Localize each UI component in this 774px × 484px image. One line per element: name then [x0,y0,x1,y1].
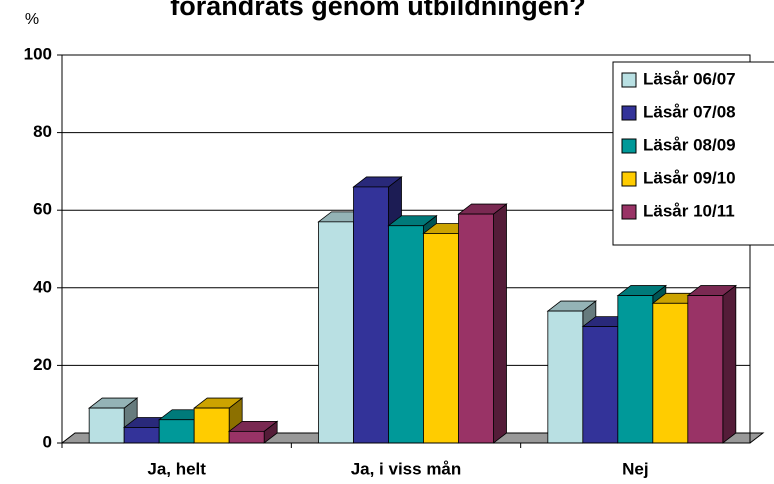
legend: Läsår 06/07 Läsår 07/08 Läsår 08/09 Läsår 0… [612,61,774,246]
legend-label: Läsår 08/09 [643,135,736,154]
legend-label: Läsår 06/07 [643,69,736,88]
legend-label: Läsår 07/08 [643,102,736,121]
y-tick-label: 60 [33,200,52,219]
bar [547,310,584,444]
chart-title: förändrats genom utbildningen? [170,0,585,21]
x-tick-label: Ja, helt [147,459,206,478]
bar [228,430,265,444]
bar [687,295,724,444]
bar [158,419,195,444]
bar [193,407,230,444]
bar [353,186,389,444]
bar [88,407,125,444]
y-tick-label: 0 [43,432,52,451]
plot-area [60,54,765,444]
y-axis-label: % [25,11,39,28]
bar [388,225,424,444]
y-tick-label: 40 [33,277,52,296]
bar [617,295,654,444]
legend-swatch [621,105,637,121]
bar [652,302,689,444]
y-tick-label: 80 [33,122,52,141]
legend-swatch [621,72,637,88]
legend-label: Läsår 09/10 [643,168,736,187]
legend-swatch [621,171,637,187]
legend-swatch [621,138,637,154]
legend-swatch [621,204,637,220]
bar [423,233,459,444]
x-tick-label: Ja, i viss mån [351,459,462,478]
plot-frame [61,54,751,444]
legend-label: Läsår 10/11 [643,201,735,220]
y-tick-label: 100 [24,44,52,63]
legend-box [612,61,774,246]
x-tick-label: Nej [622,459,648,478]
bar [582,326,619,444]
bar-side [722,284,737,444]
bar [458,213,494,444]
y-tick-label: 20 [33,355,52,374]
bar [123,427,160,444]
bar-side [493,203,507,444]
bar [318,221,354,444]
